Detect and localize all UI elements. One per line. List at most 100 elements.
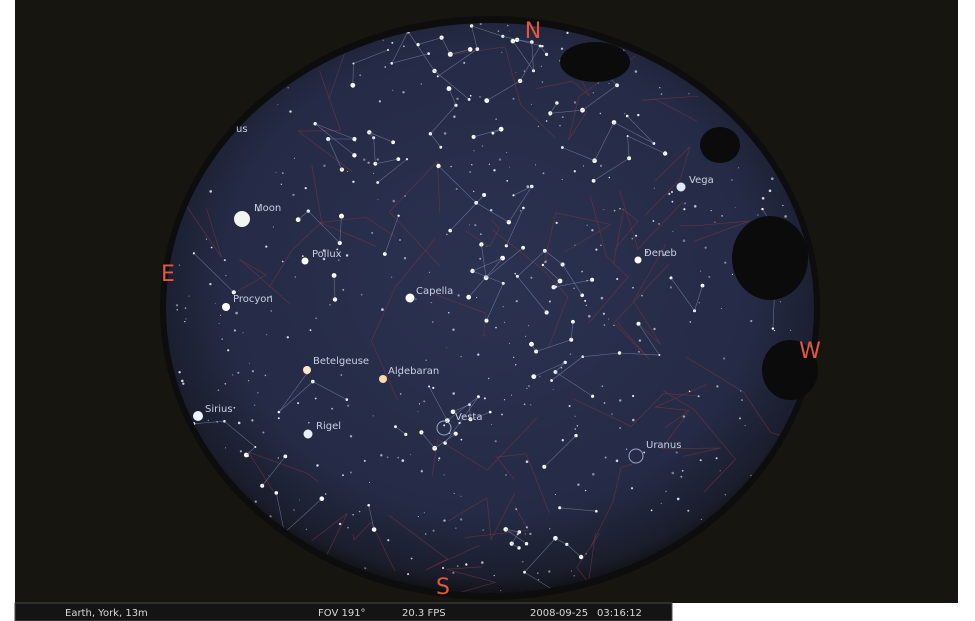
star [538, 579, 539, 580]
star [531, 374, 536, 379]
star [216, 421, 218, 423]
star [225, 275, 226, 276]
star [517, 533, 519, 535]
star [482, 145, 484, 147]
date: 2008-09-25 [530, 608, 588, 619]
star [463, 62, 465, 64]
star [406, 294, 415, 303]
location: Earth, York, 13m [65, 608, 148, 619]
star [455, 528, 456, 529]
object-label: Aldebaran [388, 366, 439, 377]
star [460, 518, 462, 520]
star [489, 164, 490, 165]
time: 03:16:12 [597, 608, 642, 619]
star [577, 484, 579, 486]
star [251, 419, 253, 421]
star [739, 417, 741, 419]
star [698, 395, 700, 397]
star [238, 422, 241, 425]
star [235, 312, 238, 315]
star [603, 209, 604, 210]
star [426, 360, 427, 361]
star [624, 113, 625, 114]
star [705, 247, 707, 249]
star [410, 454, 411, 455]
star [316, 464, 318, 466]
star [530, 404, 531, 405]
star [176, 304, 178, 306]
star [404, 195, 406, 197]
star [481, 561, 484, 564]
star [619, 427, 621, 429]
star [443, 519, 445, 521]
star [562, 179, 563, 180]
star [721, 215, 723, 217]
star [549, 301, 551, 303]
star [619, 208, 620, 209]
star [373, 415, 374, 416]
star [222, 303, 230, 311]
star [514, 273, 516, 275]
star [299, 500, 300, 501]
star [452, 392, 455, 395]
star [539, 376, 540, 377]
star [438, 457, 440, 459]
star [699, 302, 700, 303]
star [209, 283, 211, 285]
star [780, 301, 781, 302]
star [595, 249, 597, 251]
star [659, 87, 660, 88]
star [530, 277, 532, 279]
star [641, 295, 643, 297]
star [288, 87, 289, 88]
star [623, 209, 624, 210]
star [668, 193, 670, 195]
star [276, 172, 277, 173]
star [361, 294, 363, 296]
star [504, 322, 505, 323]
star [447, 89, 449, 91]
star [731, 179, 732, 180]
star [329, 304, 330, 305]
star [454, 493, 455, 494]
star [619, 399, 621, 401]
star [784, 215, 787, 218]
star [741, 399, 743, 401]
star [433, 530, 435, 532]
star [415, 299, 416, 300]
star [790, 330, 791, 331]
cardinal-south: S [436, 575, 450, 600]
object-label: Deneb [644, 248, 677, 259]
star [419, 403, 420, 404]
star [548, 570, 550, 572]
star [574, 245, 575, 246]
star [677, 183, 686, 192]
star [432, 321, 433, 322]
star [588, 315, 591, 318]
object-label: Pollux [312, 249, 342, 260]
star [384, 66, 386, 68]
star [688, 93, 689, 94]
star [635, 235, 637, 237]
star [562, 116, 564, 118]
star [684, 202, 686, 204]
star [538, 126, 539, 127]
star [209, 190, 212, 193]
star [601, 297, 604, 300]
star [342, 289, 344, 291]
star [562, 439, 564, 441]
star [700, 459, 702, 461]
star [500, 590, 501, 591]
star [529, 533, 531, 535]
star [524, 403, 526, 405]
star [543, 172, 545, 174]
star [271, 310, 272, 311]
star [315, 398, 317, 400]
star [687, 510, 689, 512]
star [672, 472, 675, 475]
star [193, 411, 203, 421]
star [683, 239, 686, 242]
star [724, 262, 726, 264]
star [626, 449, 627, 450]
star [234, 329, 236, 331]
